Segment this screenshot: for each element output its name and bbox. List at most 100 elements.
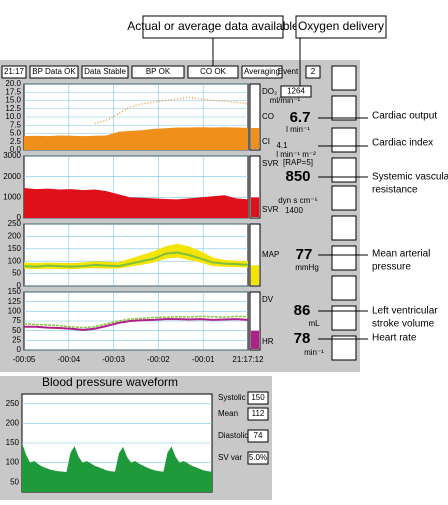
y-tick-label: 1000: [3, 192, 21, 201]
field-box: [247, 451, 269, 465]
waveform-title: Blood pressure waveform: [42, 375, 178, 389]
callout: stroke volume: [372, 319, 435, 330]
y-tick-label: 15.0: [5, 96, 21, 105]
y-tick-label: 2.5: [10, 137, 22, 146]
y-tick-label: 250: [8, 219, 22, 228]
field-label: Systolic: [218, 393, 246, 402]
readout: l min⁻¹ m⁻²: [276, 150, 316, 159]
readout: 1264: [287, 87, 305, 96]
panel-label: HR: [262, 337, 274, 346]
readout: dyn s cm⁻⁵: [278, 196, 318, 205]
icon-button: [331, 157, 357, 183]
area: [24, 188, 248, 218]
indicator-fill: [251, 128, 259, 149]
plot-area: [23, 223, 249, 287]
y-tick-label: 150: [6, 438, 20, 447]
callout: Cardiac index: [372, 138, 433, 149]
waveform-area: [22, 443, 212, 492]
field-value: 112: [252, 409, 265, 418]
readout: 1400: [285, 206, 303, 215]
icon-button: [331, 215, 357, 241]
status-box: [29, 65, 79, 79]
callout: Systemic vascular: [372, 172, 448, 183]
y-tick-label: 10.0: [5, 112, 21, 121]
y-tick-label: 0: [17, 281, 22, 290]
y-tick-label: 50: [12, 269, 21, 278]
readout: 78: [294, 330, 311, 347]
field-label: Diastolic: [218, 431, 248, 440]
icon-button: [331, 305, 357, 331]
y-tick-label: 75: [12, 316, 21, 325]
callout: pressure: [372, 262, 411, 273]
readout: 77: [296, 246, 313, 263]
y-tick-label: 0: [17, 345, 22, 354]
icon-button: [331, 65, 357, 91]
y-tick-label: 20.0: [5, 79, 21, 88]
field-box: [247, 391, 269, 405]
indicator-fill: [251, 330, 259, 349]
icon-button: [331, 95, 357, 121]
callout: Oxygen delivery: [298, 19, 384, 33]
y-tick-label: 17.5: [5, 87, 21, 96]
x-tick-label: -00:05: [13, 355, 36, 364]
event-value: 2: [311, 67, 316, 76]
band: [24, 243, 248, 270]
readout: mmHg: [295, 263, 319, 272]
y-tick-label: 100: [8, 306, 22, 315]
y-tick-label: 12.5: [5, 104, 21, 113]
y-tick-label: 200: [6, 419, 20, 428]
y-tick-label: 50: [10, 477, 19, 486]
readout: mL: [308, 319, 320, 328]
line: [94, 96, 249, 125]
status-item: Data Stable: [84, 67, 126, 76]
readout: 6.7: [290, 109, 311, 126]
line: [23, 251, 249, 268]
x-tick-label: 21:17:12: [232, 355, 264, 364]
event-label: Event: [278, 67, 299, 76]
field-value: 150: [251, 393, 265, 402]
field-value: 5.0%: [249, 453, 267, 462]
line: [23, 315, 249, 329]
field-label: SV var: [218, 453, 242, 462]
indicator-fill: [251, 197, 259, 217]
y-tick-label: 7.5: [10, 120, 22, 129]
y-tick-label: 0.0: [10, 145, 22, 154]
y-tick-label: 5.0: [10, 129, 22, 138]
field-label: Mean: [218, 409, 238, 418]
y-tick-label: 150: [8, 244, 22, 253]
panel-label: CO: [262, 112, 274, 121]
readout: l min⁻¹: [286, 125, 310, 134]
y-tick-label: 25: [12, 335, 21, 344]
callout: Cardiac output: [372, 111, 437, 122]
status-box: [187, 65, 239, 79]
y-tick-label: 50: [12, 326, 21, 335]
y-tick-label: 0: [17, 213, 22, 222]
field-box: [247, 407, 269, 421]
readout: min⁻¹: [304, 348, 324, 357]
status-box: [305, 65, 321, 79]
y-tick-label: 200: [8, 232, 22, 241]
x-tick-label: -00:01: [192, 355, 215, 364]
icon-button: [331, 185, 357, 211]
x-tick-label: -00:04: [57, 355, 80, 364]
line: [24, 318, 249, 331]
y-tick-label: 125: [8, 297, 22, 306]
callout: Left ventricular: [372, 306, 438, 317]
status-box: [81, 65, 129, 79]
status-item: BP OK: [146, 67, 171, 76]
y-tick-label: 3000: [3, 151, 21, 160]
status-box: [1, 65, 27, 79]
status-box: [241, 65, 283, 79]
indicator: [249, 83, 261, 151]
icon-button: [331, 275, 357, 301]
icon-button: [331, 245, 357, 271]
status-item: BP Data OK: [32, 67, 76, 76]
readout: 850: [285, 168, 310, 185]
readout: ml/min⁻¹: [270, 96, 301, 105]
icon-button: [331, 335, 357, 361]
panel-label: CI: [262, 137, 270, 146]
x-tick-label: -00:03: [102, 355, 125, 364]
panel-label: DV: [262, 295, 274, 304]
y-tick-label: 100: [8, 256, 22, 265]
y-tick-label: 2000: [3, 172, 21, 181]
